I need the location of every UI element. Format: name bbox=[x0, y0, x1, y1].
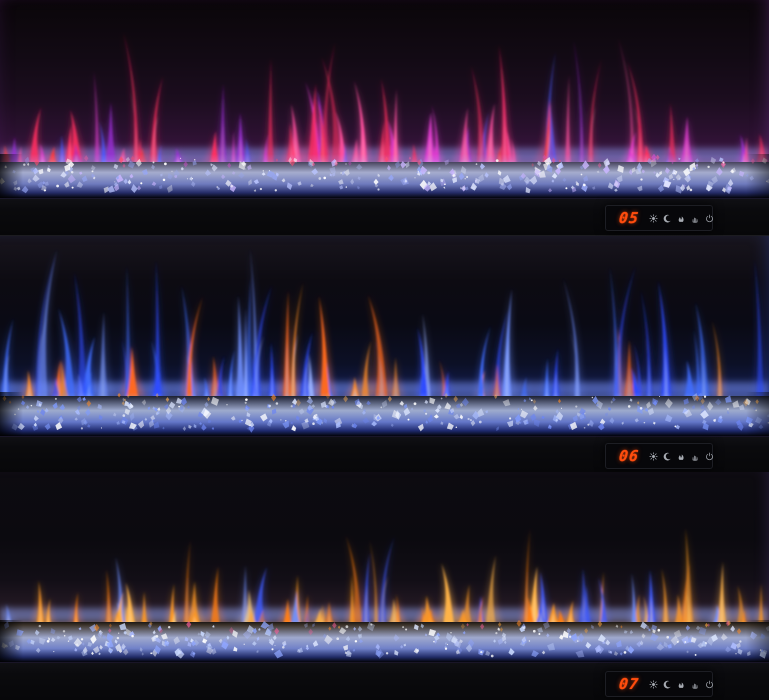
timer-readout: 06 bbox=[618, 446, 641, 465]
flame-effect-icon[interactable] bbox=[677, 680, 686, 689]
sleep-timer-icon[interactable] bbox=[663, 214, 672, 223]
flames-canvas bbox=[0, 528, 769, 622]
power-icon[interactable] bbox=[705, 680, 714, 689]
flame-area bbox=[0, 0, 769, 162]
timer-readout: 07 bbox=[618, 674, 641, 693]
brightness-icon[interactable] bbox=[649, 213, 658, 223]
flame-effect-icon[interactable] bbox=[677, 452, 686, 461]
flames-canvas bbox=[0, 32, 769, 162]
heat-icon[interactable] bbox=[691, 680, 700, 689]
brightness-icon[interactable] bbox=[649, 451, 658, 461]
power-icon[interactable] bbox=[705, 452, 714, 461]
crystal-ember-bed bbox=[0, 620, 769, 662]
fireplace-panel-3: 07 bbox=[0, 472, 769, 700]
flame-area bbox=[0, 236, 769, 396]
timer-readout: 05 bbox=[618, 208, 641, 227]
fireplace-bezel: 05 bbox=[0, 198, 769, 236]
fireplace-bezel: 06 bbox=[0, 436, 769, 472]
flame-area bbox=[0, 472, 769, 622]
bed-edge-shadow bbox=[0, 620, 769, 662]
bed-edge-shadow bbox=[0, 154, 769, 198]
crystal-ember-bed bbox=[0, 392, 769, 436]
fireplace-panel-2: 06 bbox=[0, 236, 769, 472]
heat-icon[interactable] bbox=[691, 452, 700, 461]
crystal-ember-bed bbox=[0, 154, 769, 198]
fireplace-bezel: 07 bbox=[0, 662, 769, 700]
heat-icon[interactable] bbox=[691, 214, 700, 223]
touch-controls bbox=[649, 451, 714, 461]
sleep-timer-icon[interactable] bbox=[663, 452, 672, 461]
flame-effect-icon[interactable] bbox=[677, 214, 686, 223]
touch-controls bbox=[649, 213, 714, 223]
control-display: 05 bbox=[605, 205, 713, 231]
power-icon[interactable] bbox=[705, 214, 714, 223]
bed-edge-shadow bbox=[0, 392, 769, 436]
sleep-timer-icon[interactable] bbox=[663, 680, 672, 689]
brightness-icon[interactable] bbox=[649, 679, 658, 689]
flames-canvas bbox=[0, 248, 769, 396]
fireplace-panel-1: 05 bbox=[0, 0, 769, 236]
touch-controls bbox=[649, 679, 714, 689]
control-display: 06 bbox=[605, 443, 713, 469]
control-display: 07 bbox=[605, 671, 713, 697]
